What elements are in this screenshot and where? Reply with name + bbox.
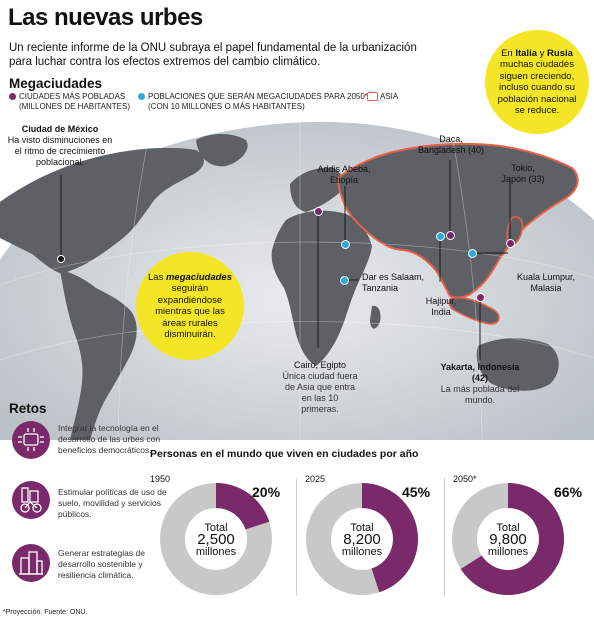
- legend-futuras-line1: POBLACIONES QUE SERÁN MEGACIUDADES PARA …: [148, 92, 368, 101]
- megaciudades-callout: Las megaciudades seguirán expandiéndose …: [136, 252, 244, 360]
- intro-text: Un reciente informe de la ONU subraya el…: [9, 42, 417, 68]
- madagascar-land: [370, 305, 381, 329]
- kuala-lumpur-marker: [468, 249, 477, 258]
- megaciudades-heading: Megaciudades: [9, 76, 103, 91]
- label-cairo: Cairo, Egipto Única ciudad fuera de Asia…: [282, 360, 358, 415]
- label-tokio: Tokio, Japón (33): [501, 163, 545, 184]
- total-1950-label: Total: [204, 522, 228, 534]
- label-kuala: Kuala Lumpur, Malasia: [516, 272, 576, 293]
- total-1950-unit: millones: [195, 546, 237, 558]
- total-2025-label: Total: [350, 522, 374, 534]
- donut-urban-slice-0: [216, 483, 270, 530]
- year-1950: 1950: [150, 474, 171, 484]
- label-mexico: Ciudad de México Ha visto disminuciones …: [6, 124, 114, 168]
- callout-text-y: y: [537, 47, 548, 59]
- percent-2050: 66%: [554, 484, 583, 500]
- north-america-land: [0, 147, 204, 274]
- legend-asia-swatch: [367, 92, 378, 101]
- technology-brain-icon: [12, 421, 50, 459]
- callout2-text-pre: Las: [148, 271, 166, 283]
- label-daca: Daca, Bangladesh (40): [417, 134, 485, 155]
- mexico-name: Ciudad de México: [21, 124, 99, 134]
- legend-futuras-swatch: [138, 93, 145, 100]
- chart-divider-1: [296, 478, 297, 596]
- callout-rusia: Rusia: [547, 47, 573, 59]
- chart-divider-2: [444, 478, 445, 596]
- label-dar: Dar es Salaam, Tanzania: [362, 272, 425, 293]
- total-2050: Total 9,800 millones: [466, 522, 550, 558]
- australia-land: [476, 338, 559, 391]
- europe-land: [290, 167, 343, 212]
- legend-futuras: POBLACIONES QUE SERÁN MEGACIUDADES PARA …: [148, 92, 368, 111]
- leader-lines: [60, 160, 511, 360]
- cairo-marker: [314, 207, 323, 216]
- donut-urban-slice-1: [362, 483, 418, 593]
- world-map: [0, 119, 594, 440]
- callout-text-rest: muchas ciudades siguen creciendo, inclus…: [497, 59, 577, 116]
- callout2-emphasis: megaciudades: [165, 271, 232, 283]
- total-2050-value: 9,800: [489, 531, 527, 548]
- retos-heading: Retos: [9, 401, 47, 416]
- footnote: *Proyección. Fuente: ONU.: [3, 609, 88, 616]
- chart-title: Personas en el mundo que viven en ciudad…: [150, 448, 419, 460]
- globe-grid-lines: [0, 119, 594, 440]
- legend-futuras-line2: (CON 10 MILLONES O MÁS HABITANTES): [148, 101, 305, 111]
- greenland-land: [196, 134, 248, 167]
- italia-rusia-callout: En Italia y Rusia muchas ciudades siguen…: [485, 30, 589, 134]
- callout-italia: Italia: [515, 47, 537, 59]
- buildings-icon: [12, 544, 50, 582]
- dar-es-salaam-marker: [340, 276, 349, 285]
- legend-pobladas: CIUDADES MÁS POBLADAS (MILLONES DE HABIT…: [19, 92, 130, 111]
- mexico-city-marker: [57, 255, 65, 263]
- yakarta-name: Yakarta, Indonesia (42): [440, 362, 520, 383]
- reto-2-text: Estimular políticas de uso de suelo, mov…: [58, 487, 167, 519]
- total-1950: Total 2,500 millones: [174, 522, 258, 558]
- bicycle-city-icon: [12, 481, 50, 519]
- daca-marker: [446, 231, 455, 240]
- legend-pobladas-line1: CIUDADES MÁS POBLADAS: [19, 92, 126, 101]
- legend-asia: ASIA: [380, 92, 399, 101]
- percent-2025: 45%: [402, 484, 431, 500]
- reto-3-text: Generar estrategias de desarrollo sosten…: [58, 548, 145, 580]
- year-2025: 2025: [305, 474, 326, 484]
- total-2050-label: Total: [496, 522, 520, 534]
- legend-pobladas-line2: (MILLONES DE HABITANTES): [19, 101, 130, 111]
- africa-land: [271, 210, 372, 366]
- sea-islands-land: [448, 296, 500, 325]
- label-yakarta: Yakarta, Indonesia (42) La más poblada d…: [440, 362, 520, 406]
- asia-land: [336, 142, 579, 299]
- japan-land: [506, 215, 524, 246]
- donut-urban-slice-2: [460, 483, 564, 595]
- total-2050-unit: millones: [487, 546, 529, 558]
- cairo-note: Única ciudad fuera de Asia que entra en …: [282, 371, 358, 414]
- year-2050: 2050*: [453, 474, 477, 484]
- label-hajipur: Hajipur, India: [425, 296, 457, 317]
- tokio-marker: [506, 239, 515, 248]
- cairo-name: Cairo, Egipto: [293, 360, 347, 370]
- total-2025: Total 8,200 millones: [320, 522, 404, 558]
- total-1950-value: 2,500: [197, 531, 235, 548]
- legend-pobladas-swatch: [9, 93, 16, 100]
- callout-text-pre: En: [501, 47, 516, 59]
- addis-abeba-marker: [341, 240, 350, 249]
- yakarta-marker: [476, 293, 485, 302]
- total-2025-unit: millones: [341, 546, 383, 558]
- mexico-note: Ha visto disminuciones en el ritmo de cr…: [7, 135, 113, 167]
- callout2-text-rest: seguirán expandiéndose mientras que las …: [155, 283, 225, 340]
- percent-1950: 20%: [252, 484, 281, 500]
- page-title: Las nuevas urbes: [8, 4, 203, 31]
- total-2025-value: 8,200: [343, 531, 381, 548]
- hajipur-marker: [436, 232, 445, 241]
- reto-1-text: Integrar la tecnología en el desarrollo …: [58, 423, 161, 455]
- label-addis: Addis Abeba, Etiopía: [317, 164, 371, 185]
- yakarta-note: La más poblada del mundo.: [440, 384, 520, 405]
- south-america-land: [60, 270, 137, 440]
